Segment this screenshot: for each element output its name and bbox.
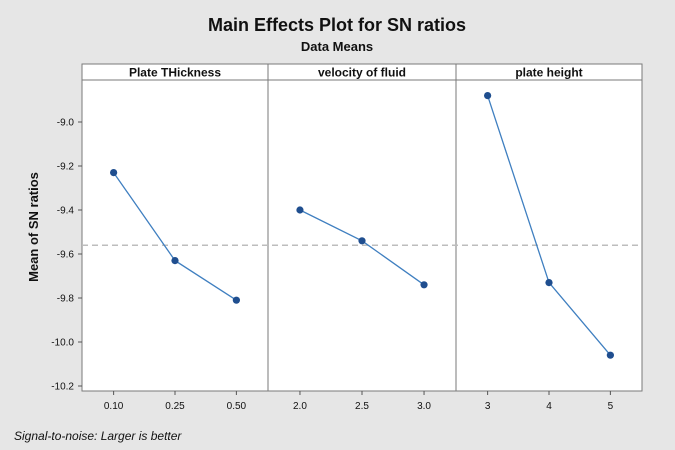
plot-area: -9.0 -9.2 -9.4 -9.6 -9.8 -10.0 -10.2 Plate THic… — [51, 63, 643, 412]
y-tick-label: -9.8 — [57, 294, 75, 305]
x-tick-label: 3 — [485, 401, 491, 412]
data-point — [171, 257, 179, 265]
data-point — [606, 351, 614, 359]
y-tick-label: -9.6 — [57, 250, 75, 261]
x-tick-label: 0.50 — [227, 401, 247, 412]
data-point — [232, 296, 240, 304]
panel-header-label: velocity of fluid — [318, 66, 406, 80]
footnote: Signal-to-noise: Larger is better — [14, 429, 182, 443]
panel-header-label: plate height — [515, 66, 582, 80]
x-tick-label: 4 — [546, 401, 552, 412]
x-tick-label: 2.5 — [355, 401, 369, 412]
data-point — [420, 281, 428, 289]
chart-subtitle: Data Means — [301, 39, 373, 54]
chart-title: Main Effects Plot for SN ratios — [208, 15, 466, 35]
y-tick-label: -10.0 — [51, 338, 74, 349]
x-tick-label: 0.25 — [165, 401, 185, 412]
x-tick-label: 5 — [608, 401, 614, 412]
data-point — [484, 92, 492, 100]
x-tick-label: 2.0 — [293, 401, 307, 412]
x-tick-label: 0.10 — [104, 401, 124, 412]
y-tick-label: -9.0 — [57, 118, 75, 129]
y-axis-label: Mean of SN ratios — [26, 172, 41, 282]
data-point — [110, 169, 118, 177]
data-point — [296, 206, 304, 214]
panel-header-label: Plate THickness — [129, 66, 221, 80]
y-tick-label: -10.2 — [51, 382, 74, 393]
y-tick-label: -9.4 — [57, 206, 75, 217]
data-point — [545, 279, 553, 287]
y-tick-label: -9.2 — [57, 162, 75, 173]
data-point — [358, 237, 366, 245]
x-tick-label: 3.0 — [417, 401, 431, 412]
plot-background — [81, 63, 643, 392]
